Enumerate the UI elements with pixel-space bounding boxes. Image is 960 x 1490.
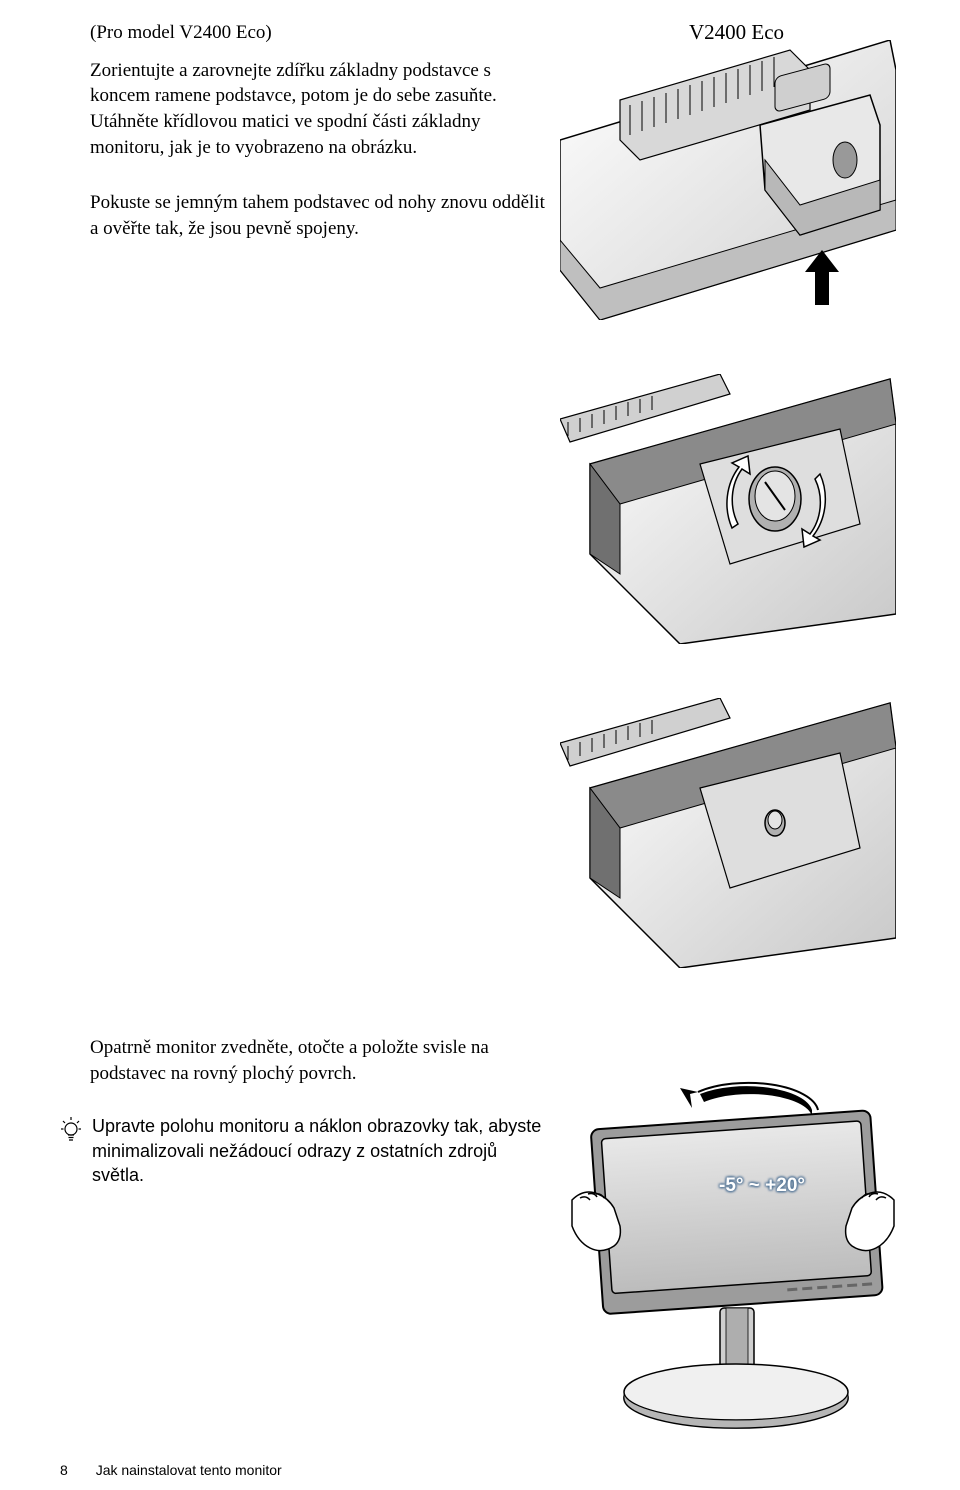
tip-text: Upravte polohu monitoru a náklon obrazov… bbox=[92, 1114, 545, 1187]
illustration-thumbscrew-rotate bbox=[560, 374, 900, 644]
lightbulb-icon bbox=[60, 1116, 82, 1150]
paragraph-3: Opatrně monitor zvedněte, otočte a polož… bbox=[90, 1035, 545, 1086]
footer-section-title: Jak nainstalovat tento monitor bbox=[96, 1462, 282, 1478]
illustration-stack bbox=[560, 40, 900, 968]
instruction-text-column: (Pro model V2400 Eco) Zorientujte a zaro… bbox=[90, 20, 545, 259]
tilt-range-label: -5° ~ +20° bbox=[719, 1175, 805, 1197]
paragraph-1: Zorientujte a zarovnejte zdířku základny… bbox=[90, 58, 545, 161]
paragraph-2: Pokuste se jemným tahem podstavec od noh… bbox=[90, 190, 545, 241]
model-line: (Pro model V2400 Eco) bbox=[90, 20, 545, 46]
illustration-thumbscrew-done bbox=[560, 698, 900, 968]
illustration-base-insert bbox=[560, 40, 900, 320]
illustration-monitor-tilt bbox=[568, 1080, 898, 1445]
lower-instruction-block: Opatrně monitor zvedněte, otočte a polož… bbox=[90, 1035, 545, 1187]
tip-row: Upravte polohu monitoru a náklon obrazov… bbox=[60, 1114, 545, 1187]
manual-page: (Pro model V2400 Eco) Zorientujte a zaro… bbox=[0, 0, 960, 1490]
page-footer: 8 Jak nainstalovat tento monitor bbox=[60, 1462, 282, 1478]
page-number: 8 bbox=[60, 1462, 68, 1478]
